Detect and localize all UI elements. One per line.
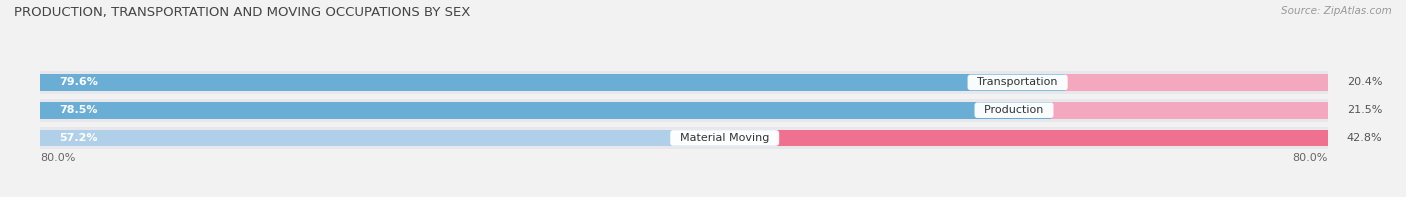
Bar: [1050, 102, 1327, 119]
Text: 42.8%: 42.8%: [1347, 133, 1382, 143]
Text: 20.4%: 20.4%: [1347, 77, 1382, 87]
Text: Transportation: Transportation: [970, 77, 1064, 87]
Text: 78.5%: 78.5%: [59, 105, 97, 115]
Text: Production: Production: [977, 105, 1050, 115]
Bar: [39, 74, 1064, 91]
Bar: [39, 71, 1327, 94]
Text: 80.0%: 80.0%: [39, 153, 75, 163]
Bar: [39, 130, 776, 146]
Bar: [39, 99, 1327, 122]
Bar: [39, 71, 1327, 94]
Text: 21.5%: 21.5%: [1347, 105, 1382, 115]
Text: 79.6%: 79.6%: [59, 77, 98, 87]
Text: Source: ZipAtlas.com: Source: ZipAtlas.com: [1281, 6, 1392, 16]
Text: PRODUCTION, TRANSPORTATION AND MOVING OCCUPATIONS BY SEX: PRODUCTION, TRANSPORTATION AND MOVING OC…: [14, 6, 471, 19]
Bar: [39, 99, 1327, 122]
Bar: [39, 126, 1327, 149]
Bar: [39, 126, 1327, 149]
Bar: [39, 102, 1050, 119]
Text: Material Moving: Material Moving: [673, 133, 776, 143]
Text: 80.0%: 80.0%: [1292, 153, 1327, 163]
Text: 57.2%: 57.2%: [59, 133, 97, 143]
Bar: [776, 130, 1327, 146]
Bar: [1064, 74, 1327, 91]
